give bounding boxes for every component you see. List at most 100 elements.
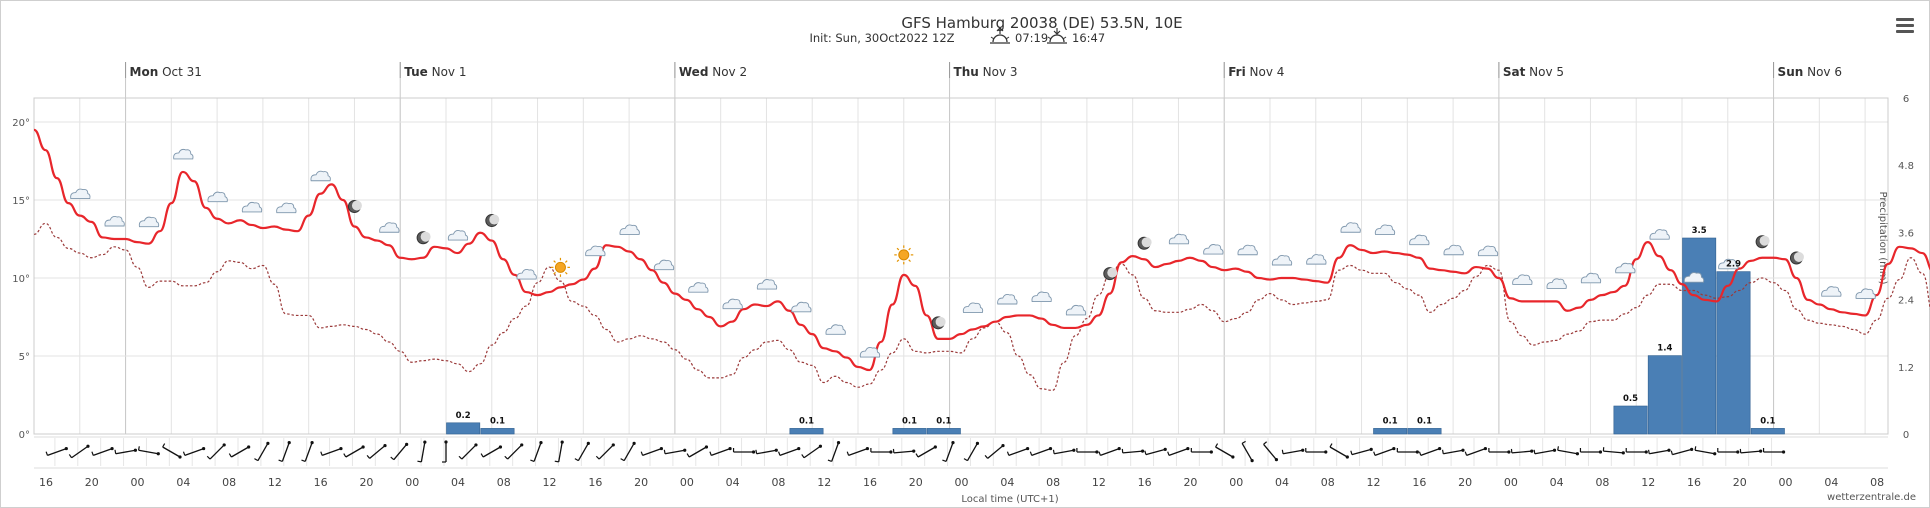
cloud-shape (1065, 304, 1087, 316)
wind-feather (1441, 449, 1444, 454)
wind-head (247, 445, 251, 449)
wind-barb (1374, 447, 1395, 457)
wind-head (64, 446, 68, 451)
wind-head (1461, 448, 1465, 452)
wind-feather (827, 459, 832, 462)
wind-barb (1511, 450, 1532, 454)
precip-bar (1682, 237, 1717, 435)
wind-feather (68, 454, 73, 459)
cloud-icon (619, 224, 640, 235)
wind-feather (1098, 451, 1101, 456)
wind-barb (779, 447, 799, 457)
cloud-shape (756, 279, 778, 290)
cloud-icon (138, 216, 160, 228)
wind-head (1483, 446, 1487, 451)
cloud-icon (859, 347, 881, 358)
wind-barb (304, 442, 313, 462)
sunrise-time: 07:19 (1015, 31, 1048, 45)
wind-barb (184, 447, 204, 457)
hour-label: 20 (909, 476, 923, 489)
wind-feather (1052, 449, 1055, 454)
cloud-shape (962, 302, 984, 313)
day-label: Sun Nov 6 (1778, 65, 1842, 79)
sun-ray (553, 271, 556, 275)
cloud-icon (791, 301, 812, 313)
wind-head (1552, 448, 1557, 452)
init-time: Init: Sun, 30Oct2022 12Z (809, 31, 954, 45)
wind-head (632, 441, 636, 445)
wind-feather (1557, 446, 1559, 451)
sun-ray (908, 259, 911, 263)
precip-label: 0.1 (799, 416, 814, 426)
day-label: Sat Nov 5 (1503, 65, 1564, 79)
cloud-icon (207, 191, 228, 203)
dewpoint-line (33, 222, 1930, 391)
cloud-shape (1615, 262, 1636, 274)
wind-barb (642, 447, 662, 457)
cloud-icon (70, 188, 91, 200)
wind-head (202, 446, 206, 451)
cloud-shape (619, 224, 640, 235)
wind-barb (162, 446, 181, 458)
wind-barb (345, 446, 364, 458)
precip-label: 3.5 (1692, 226, 1707, 236)
sun-ray (896, 259, 900, 263)
wind-feather (417, 460, 422, 463)
wind-feather (1647, 449, 1650, 454)
day-label: Tue Nov 1 (404, 65, 466, 79)
wind-feather (1373, 451, 1376, 456)
sunrise-icon (990, 27, 1010, 44)
wind-head (178, 455, 182, 459)
day-labels: Mon Oct 31 Tue Nov 1 Wed Nov 2 Thu Nov 3 Fri… (125, 62, 1842, 79)
cloud-shape (138, 216, 160, 228)
wind-head (912, 449, 916, 453)
wind-barb (47, 447, 67, 457)
cloud-icon (1580, 272, 1602, 284)
wind-barb (1351, 448, 1372, 456)
cloud-icon (1683, 272, 1705, 283)
sun-disc (898, 249, 910, 261)
precip-bar (1716, 271, 1751, 435)
wind-barb (321, 447, 342, 457)
moon-shade (935, 316, 946, 327)
hour-label: 20 (1733, 476, 1747, 489)
hour-label: 08 (222, 476, 236, 489)
wind-feather (1167, 451, 1170, 456)
wind-head (405, 442, 409, 446)
wind-head (1324, 450, 1328, 454)
cloud-icon (1477, 245, 1499, 257)
wind-head (1250, 459, 1254, 463)
hour-label: 12 (1641, 476, 1655, 489)
wind-barb (756, 449, 777, 455)
precip-bar (1750, 428, 1785, 435)
wind-head (611, 443, 615, 447)
hour-label: 00 (1504, 476, 1518, 489)
wind-head (1530, 449, 1534, 453)
cloud-icon (688, 282, 709, 293)
wind-head (1781, 450, 1786, 454)
wind-head (1438, 446, 1442, 451)
wind-barb (945, 442, 954, 462)
wind-head (1209, 450, 1213, 454)
hour-label: 16 (314, 476, 328, 489)
hamburger-menu-icon[interactable] (1896, 18, 1914, 34)
wind-feather (480, 453, 484, 458)
cloud-shape (276, 202, 297, 214)
wind-barb (1008, 447, 1028, 457)
wind-barb (1420, 447, 1440, 457)
right-tick-label: 3.6 (1898, 228, 1914, 239)
wind-barb (558, 442, 563, 462)
right-tick-label: 4.8 (1898, 161, 1914, 172)
hour-label: 12 (543, 476, 557, 489)
cloud-icon (173, 148, 194, 160)
wind-feather (206, 455, 211, 460)
wind-barb (231, 446, 249, 458)
temperature-line (33, 128, 1930, 372)
moon-icon (1103, 267, 1118, 281)
wind-feather (390, 456, 395, 461)
cloud-shape (70, 188, 91, 200)
hour-label: 04 (1275, 476, 1289, 489)
x-axis-title: Local time (UTC+1) (961, 494, 1058, 505)
wind-head (704, 445, 709, 449)
wind-head (1048, 446, 1053, 451)
